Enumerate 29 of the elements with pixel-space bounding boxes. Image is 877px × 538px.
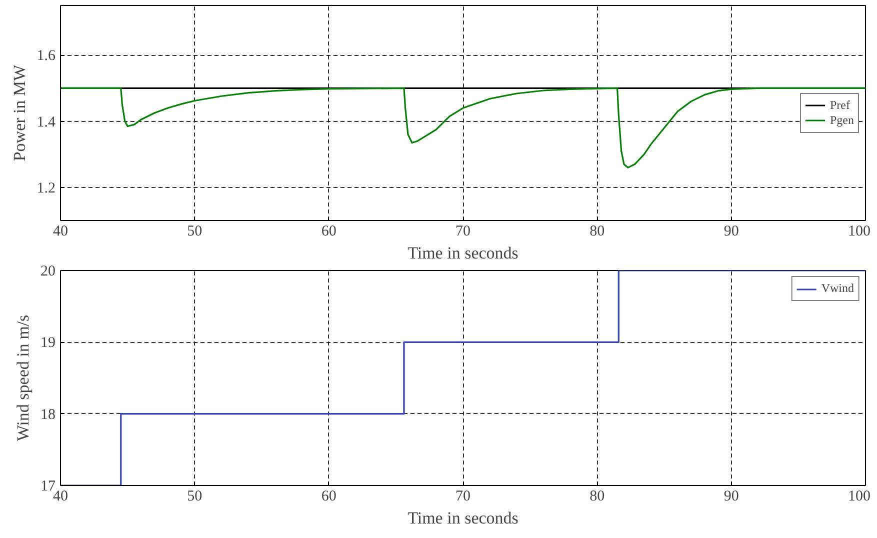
x-tick-label: 90 bbox=[724, 488, 739, 504]
x-tick-label: 50 bbox=[187, 224, 202, 240]
x-tick-label: 60 bbox=[321, 224, 336, 240]
x-tick-label: 80 bbox=[590, 224, 605, 240]
x-axis-title: Time in seconds bbox=[408, 508, 518, 528]
x-tick-label: 40 bbox=[53, 488, 68, 504]
y-tick-label: 18 bbox=[40, 406, 56, 423]
x-tick-label: 50 bbox=[187, 488, 202, 504]
y-tick-label: 1.4 bbox=[36, 114, 56, 130]
x-tick-label: 100 bbox=[848, 224, 870, 240]
x-tick-label: 70 bbox=[456, 488, 470, 504]
legend-label: Pgen bbox=[830, 112, 854, 128]
x-axis-title: Time in seconds bbox=[408, 244, 518, 262]
y-axis-title: Wind speed in m/s bbox=[14, 314, 32, 442]
x-tick-label: 100 bbox=[848, 488, 870, 504]
x-tick-label: 80 bbox=[590, 488, 605, 504]
y-tick-label: 20 bbox=[40, 264, 56, 280]
legend-label: Vwind bbox=[821, 281, 854, 296]
x-tick-label: 90 bbox=[724, 224, 739, 240]
y-tick-label: 17 bbox=[40, 478, 56, 494]
y-tick-label: 1.2 bbox=[36, 180, 56, 196]
x-tick-label: 60 bbox=[321, 488, 336, 504]
x-tick-label: 40 bbox=[53, 224, 68, 240]
y-tick-label: 1.6 bbox=[36, 48, 56, 64]
line-series bbox=[60, 87, 866, 168]
y-axis-title: Power in MW bbox=[10, 64, 29, 162]
x-tick-label: 70 bbox=[456, 224, 470, 240]
y-tick-label: 19 bbox=[40, 335, 56, 352]
legend-label: Pref bbox=[830, 98, 850, 112]
